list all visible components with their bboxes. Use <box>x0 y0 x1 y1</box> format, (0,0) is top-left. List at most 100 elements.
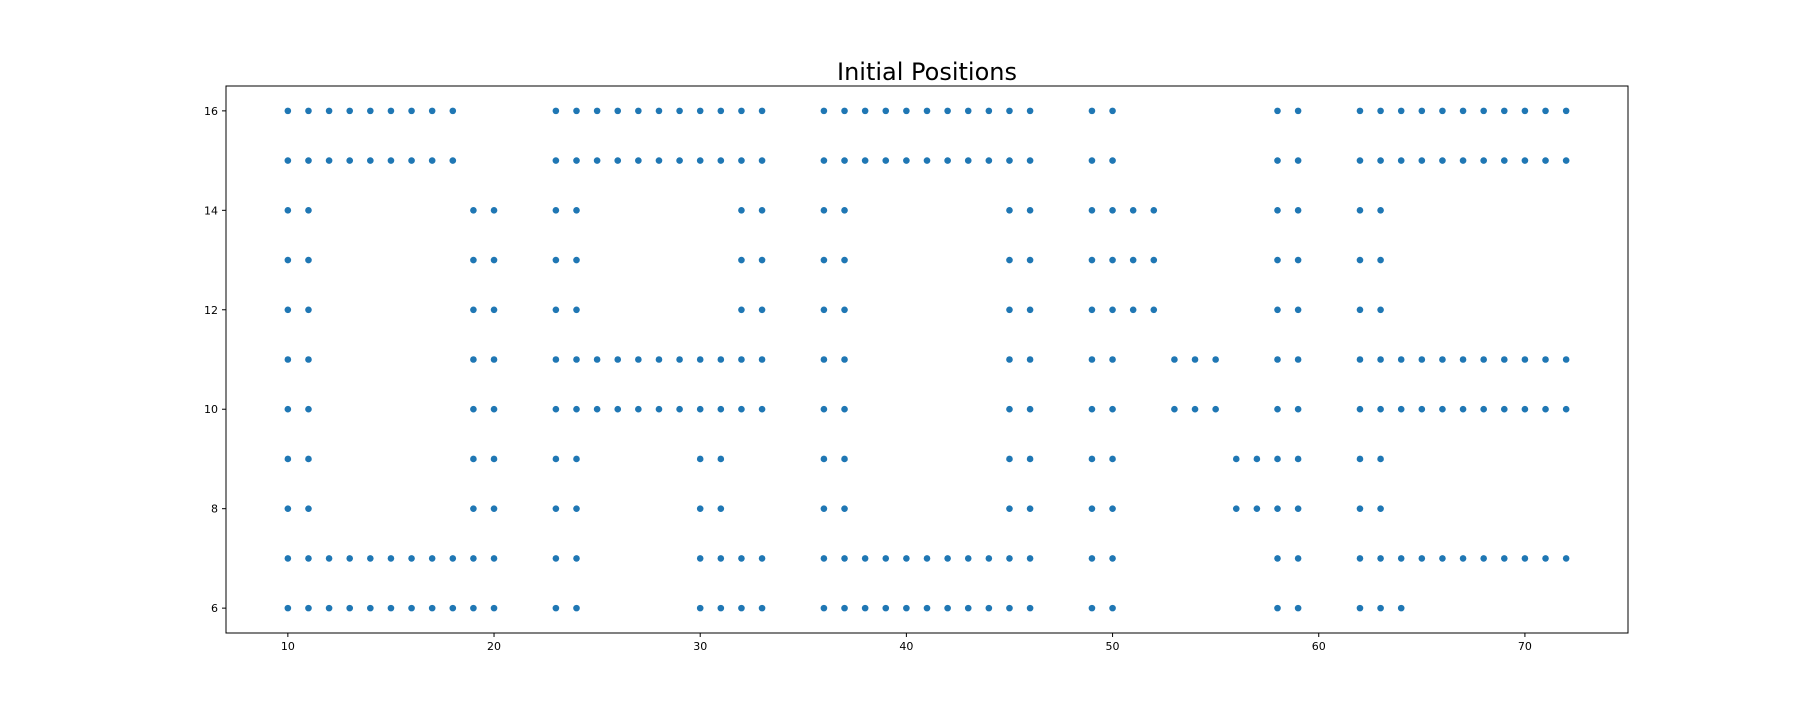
scatter-point <box>1026 405 1034 413</box>
scatter-point <box>428 157 436 164</box>
scatter-point <box>470 505 477 512</box>
scatter-point <box>1294 555 1302 562</box>
scatter-point <box>1109 207 1116 214</box>
scatter-point <box>490 306 498 314</box>
scatter-point <box>923 107 931 115</box>
scatter-point <box>1521 157 1529 164</box>
scatter-point <box>1088 306 1096 314</box>
scatter-point <box>676 157 683 164</box>
scatter-point <box>1150 207 1158 214</box>
scatter-point <box>923 604 931 612</box>
scatter-point <box>346 604 354 612</box>
data-points <box>284 107 1570 612</box>
scatter-point <box>1274 356 1281 363</box>
scatter-point <box>573 455 580 463</box>
scatter-point <box>490 356 498 363</box>
scatter-point <box>284 455 292 463</box>
scatter-point <box>903 555 910 562</box>
scatter-point <box>1212 356 1219 363</box>
scatter-point <box>964 107 972 115</box>
scatter-point <box>367 555 374 562</box>
scatter-point <box>284 604 292 612</box>
scatter-point <box>758 107 766 115</box>
scatter-point <box>1356 555 1364 562</box>
scatter-point <box>1439 157 1446 164</box>
scatter-point <box>305 455 312 463</box>
scatter-point <box>1006 505 1013 512</box>
scatter-point <box>1562 107 1570 115</box>
chart-title: Initial Positions <box>837 58 1017 86</box>
scatter-point <box>1006 604 1013 612</box>
scatter-point <box>367 157 374 164</box>
scatter-point <box>717 107 725 115</box>
scatter-point <box>903 157 910 164</box>
scatter-point <box>367 107 374 115</box>
scatter-point <box>573 405 580 413</box>
scatter-point <box>964 555 972 562</box>
scatter-point <box>841 405 848 413</box>
scatter-point <box>882 604 890 612</box>
scatter-point <box>573 555 580 562</box>
scatter-point <box>552 207 560 214</box>
scatter-point <box>552 405 560 413</box>
scatter-point <box>1088 405 1096 413</box>
scatter-point <box>1274 157 1281 164</box>
scatter-point <box>573 356 580 363</box>
scatter-point <box>1006 555 1013 562</box>
scatter-point <box>1006 207 1013 214</box>
scatter-point <box>1397 555 1405 562</box>
scatter-point <box>470 207 477 214</box>
scatter-point <box>470 455 477 463</box>
scatter-point <box>1439 555 1446 562</box>
scatter-point <box>1109 604 1116 612</box>
scatter-point <box>284 157 292 164</box>
scatter-point <box>614 157 622 164</box>
scatter-point <box>1088 455 1096 463</box>
scatter-point <box>305 604 312 612</box>
scatter-point <box>490 604 498 612</box>
scatter-point <box>305 207 312 214</box>
scatter-point <box>655 405 663 413</box>
scatter-point <box>1274 405 1281 413</box>
scatter-point <box>1521 405 1529 413</box>
scatter-point <box>552 604 560 612</box>
scatter-point <box>552 306 560 314</box>
scatter-point <box>696 604 704 612</box>
scatter-point <box>1026 207 1034 214</box>
scatter-point <box>305 405 312 413</box>
scatter-point <box>1377 555 1384 562</box>
y-tick-label: 12 <box>204 304 218 317</box>
scatter-point <box>861 555 869 562</box>
scatter-point <box>552 107 560 115</box>
scatter-point <box>408 604 415 612</box>
scatter-point <box>1521 107 1529 115</box>
y-tick-label: 10 <box>204 403 218 416</box>
scatter-point <box>820 157 828 164</box>
scatter-point <box>1480 157 1487 164</box>
scatter-point <box>1253 505 1261 512</box>
scatter-point <box>1109 157 1116 164</box>
scatter-point <box>1150 256 1158 264</box>
scatter-point <box>1562 555 1570 562</box>
scatter-point <box>387 555 395 562</box>
scatter-point <box>1542 157 1549 164</box>
scatter-point <box>325 555 333 562</box>
scatter-point <box>738 405 745 413</box>
scatter-point <box>1542 555 1549 562</box>
scatter-point <box>1397 604 1405 612</box>
scatter-point <box>490 405 498 413</box>
scatter-point <box>820 256 828 264</box>
x-axis: 10 20 30 40 50 60 70 <box>281 633 1532 653</box>
scatter-point <box>717 505 725 512</box>
scatter-point <box>820 555 828 562</box>
scatter-point <box>1439 107 1446 115</box>
scatter-point <box>758 356 766 363</box>
scatter-point <box>1109 107 1116 115</box>
scatter-point <box>1521 555 1529 562</box>
scatter-point <box>696 455 704 463</box>
scatter-point <box>1459 555 1467 562</box>
scatter-point <box>1377 207 1384 214</box>
scatter-point <box>1109 555 1116 562</box>
scatter-point <box>573 256 580 264</box>
scatter-point <box>387 157 395 164</box>
